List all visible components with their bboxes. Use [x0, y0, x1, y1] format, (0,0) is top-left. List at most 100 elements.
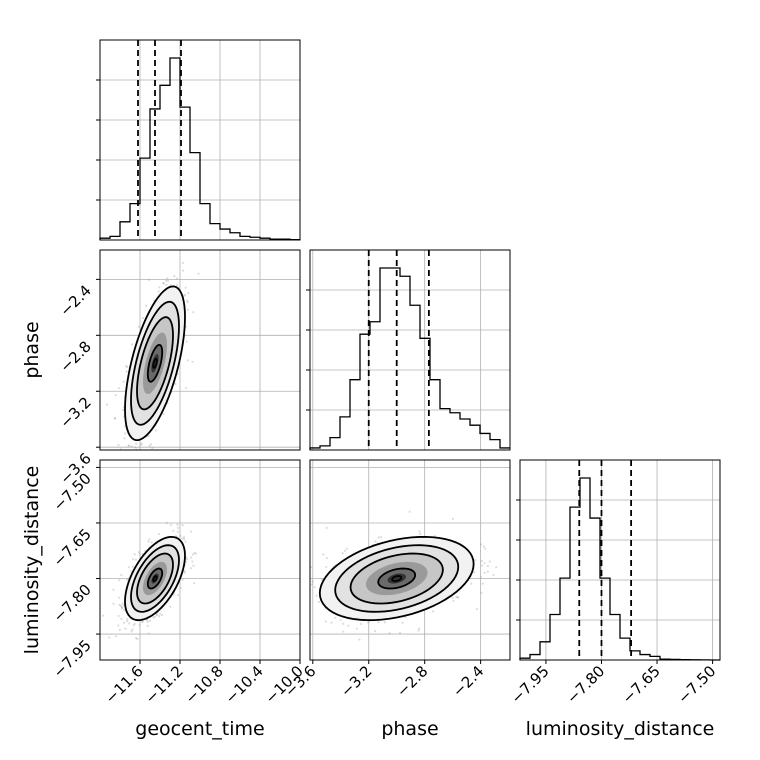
- scatter-point: [118, 579, 121, 582]
- scatter-point: [152, 616, 155, 619]
- scatter-point: [179, 534, 182, 537]
- x-tick-label: −11.2: [142, 662, 187, 707]
- scatter-point: [474, 558, 477, 562]
- scatter-point: [117, 624, 120, 627]
- scatter-point: [383, 621, 386, 624]
- scatter-point: [139, 443, 142, 446]
- joint-panel-geocent_time-luminosity_distance: [99, 459, 301, 661]
- scatter-point: [342, 622, 345, 625]
- scatter-point: [380, 536, 383, 539]
- scatter-point: [191, 560, 194, 563]
- scatter-point: [147, 540, 150, 543]
- grid: [100, 460, 301, 660]
- scatter-point: [172, 529, 175, 532]
- contour-line: [124, 285, 186, 442]
- scatter-point: [325, 526, 328, 529]
- scatter-point: [313, 586, 316, 589]
- scatter-point: [181, 578, 184, 581]
- contour-line: [124, 535, 186, 622]
- contour-line: [391, 575, 403, 582]
- x-tick-label: −2.8: [393, 662, 431, 700]
- scatter-point: [492, 573, 495, 577]
- panel-frame: [519, 459, 721, 661]
- scatter-point: [165, 283, 168, 286]
- scatter-point: [173, 275, 176, 278]
- plot-area: [102, 521, 198, 640]
- contour-line: [318, 535, 475, 622]
- scatter-point: [417, 629, 420, 632]
- scatter-point: [310, 583, 313, 586]
- scatter-point: [121, 408, 125, 412]
- scatter-point: [432, 610, 435, 613]
- scatter-point: [184, 386, 188, 390]
- scatter-point: [311, 580, 314, 583]
- contour-line: [130, 544, 180, 613]
- y-tick-label: −3.2: [56, 393, 94, 431]
- scatter-point: [131, 456, 133, 458]
- scatter-point: [150, 541, 153, 544]
- scatter-point: [189, 567, 193, 570]
- scatter-point: [126, 457, 128, 459]
- x-axis-title-phase: phase: [381, 718, 438, 740]
- scatter-point: [325, 565, 328, 568]
- grid: [516, 460, 720, 660]
- scatter-point: [174, 382, 177, 386]
- panel-frame: [99, 39, 301, 241]
- plot-area: [310, 510, 498, 641]
- scatter-point: [119, 604, 122, 607]
- scatter-point: [455, 595, 458, 598]
- scatter-point: [479, 543, 483, 546]
- scatter-point: [186, 299, 189, 302]
- scatter-point: [484, 547, 487, 550]
- scatter-point: [175, 284, 179, 287]
- scatter-point: [108, 636, 111, 639]
- scatter-point: [481, 582, 484, 585]
- scatter-point: [131, 565, 135, 568]
- scatter-point: [125, 370, 128, 373]
- joint-panel-geocent_time-phase: [99, 249, 301, 484]
- plot-area: [105, 261, 200, 484]
- contour-line: [334, 544, 460, 613]
- scatter-point: [165, 521, 169, 524]
- scatter-point: [194, 552, 198, 555]
- scatter-point: [120, 606, 124, 609]
- x-tick-label: −7.80: [563, 662, 608, 707]
- scatter-point: [126, 617, 129, 621]
- scatter-point: [451, 596, 454, 599]
- scatter-point: [182, 536, 186, 539]
- contour-line: [377, 567, 417, 590]
- scatter-point: [160, 613, 164, 617]
- scatter-point: [186, 558, 189, 561]
- scatter-point: [132, 624, 135, 627]
- x-tick-label: −10.8: [182, 662, 227, 707]
- scatter-point: [105, 403, 109, 406]
- scatter-point: [165, 279, 168, 282]
- scatter-point: [142, 316, 145, 320]
- scatter-point: [183, 293, 187, 296]
- joint-panel-phase-luminosity_distance: [309, 459, 511, 661]
- scatter-point: [123, 608, 126, 612]
- scatter-point: [181, 524, 184, 527]
- scatter-point: [123, 482, 125, 484]
- scatter-point: [126, 365, 129, 369]
- scatter-point: [339, 618, 342, 622]
- scatter-point: [112, 602, 115, 605]
- scatter-point: [133, 553, 136, 556]
- scatter-point: [159, 613, 162, 616]
- scatter-point: [113, 417, 116, 420]
- x-tick-label: −7.65: [619, 662, 664, 707]
- scatter-point: [182, 269, 185, 272]
- scatter-point: [192, 582, 196, 585]
- scatter-point: [162, 412, 165, 415]
- scatter-point: [130, 630, 133, 633]
- scatter-point: [343, 549, 346, 552]
- scatter-point: [145, 304, 148, 308]
- scatter-point: [151, 446, 154, 450]
- scatter-point: [184, 540, 187, 543]
- scatter-point: [114, 635, 118, 638]
- histogram-step-luminosity_distance: [519, 477, 720, 661]
- scatter-point: [418, 530, 421, 533]
- scatter-point: [197, 272, 200, 275]
- scatter-point: [472, 570, 476, 574]
